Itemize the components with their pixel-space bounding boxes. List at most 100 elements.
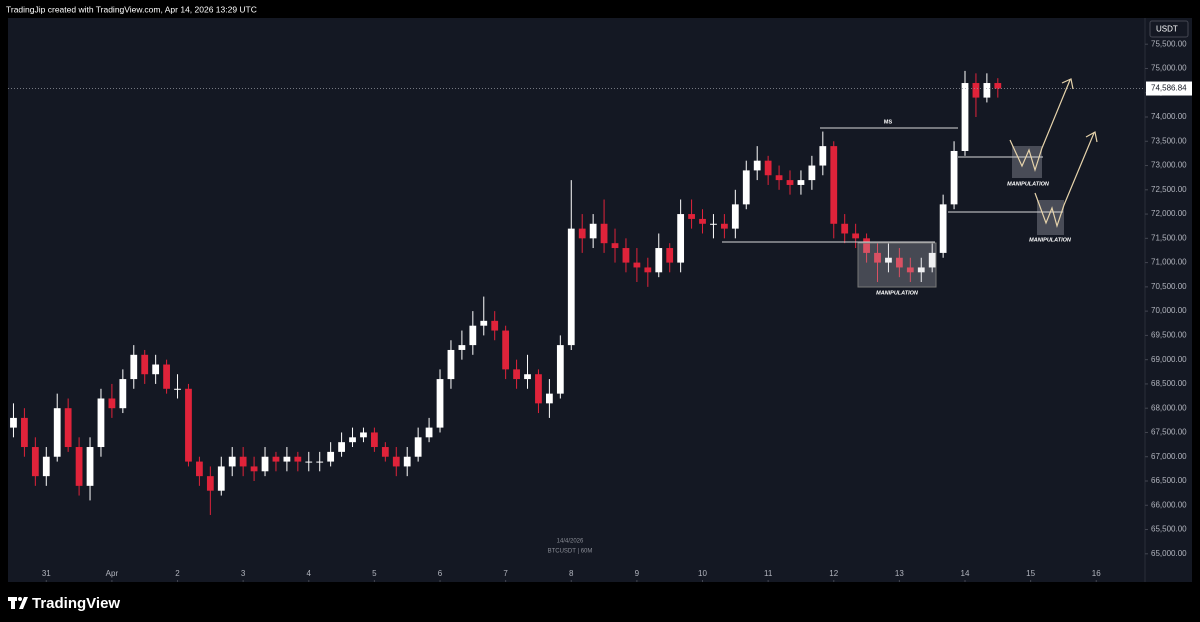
- candle-body: [86, 447, 94, 486]
- manipulation-label: MANIPULATION: [1007, 181, 1050, 187]
- candle-body: [491, 320, 499, 331]
- candle-body: [261, 456, 269, 472]
- candle-body: [228, 456, 236, 467]
- candle-body: [699, 218, 706, 224]
- candle-body: [797, 180, 805, 185]
- projection-arrow: [1009, 79, 1071, 173]
- currency-box: [1149, 20, 1189, 38]
- candle-body: [239, 456, 247, 467]
- chart-panel: [8, 18, 1192, 582]
- x-tick-label: Apr: [106, 569, 119, 578]
- y-tick-label: 68,000.00: [1151, 403, 1187, 412]
- candle-body: [349, 437, 356, 443]
- plot: [8, 70, 1145, 515]
- candle-body: [53, 408, 61, 457]
- candle-body: [950, 150, 958, 205]
- arrow-head: [1061, 78, 1074, 90]
- y-tick-label: 74,000.00: [1151, 112, 1187, 121]
- x-tick-label: 12: [829, 569, 838, 578]
- watermark-symbol: BTCUSDT | 60M: [548, 549, 593, 555]
- candle-body: [327, 451, 335, 462]
- brand-logo: TradingView: [8, 595, 120, 612]
- candle-body: [567, 228, 575, 346]
- candle-body: [677, 214, 685, 263]
- x-tick-label: 2: [175, 569, 180, 578]
- y-tick-label: 71,500.00: [1151, 233, 1187, 242]
- candle-body: [294, 456, 302, 462]
- candle-body: [206, 476, 214, 491]
- y-tick-label: 66,500.00: [1151, 476, 1187, 485]
- candle-body: [97, 398, 105, 448]
- candle-body: [196, 461, 203, 477]
- y-tick-label: 73,000.00: [1151, 161, 1187, 170]
- candle-body: [10, 417, 17, 428]
- candle-body: [622, 248, 630, 263]
- candle-body: [392, 456, 400, 467]
- last-price-box: [1146, 81, 1192, 96]
- x-tick-label: 16: [1092, 569, 1101, 578]
- x-tick-label: 31: [42, 569, 51, 578]
- candle-body: [863, 238, 870, 253]
- candle-body: [972, 83, 980, 98]
- candle-body: [578, 228, 586, 239]
- y-tick-label: 75,500.00: [1151, 39, 1187, 48]
- y-tick-label: 71,000.00: [1151, 258, 1187, 267]
- candle-body: [546, 393, 553, 404]
- candle-body: [775, 175, 783, 181]
- candle-body: [447, 349, 455, 380]
- candle-body: [895, 257, 903, 268]
- candle-body: [31, 447, 39, 477]
- y-tick-label: 66,000.00: [1151, 500, 1187, 509]
- y-tick-label: 75,000.00: [1151, 64, 1187, 73]
- candle-body: [666, 248, 674, 263]
- logo-shape: [18, 597, 22, 601]
- currency: USDT: [1156, 25, 1178, 34]
- candle-body: [874, 252, 881, 263]
- candle-body: [360, 432, 367, 438]
- candle-body: [75, 447, 83, 486]
- candle-body: [502, 330, 510, 370]
- brand: TradingView: [32, 595, 120, 612]
- candle-body: [371, 432, 378, 448]
- drawings: MS MANIPULATION MANIPULATION MANIPULATIO…: [722, 78, 1098, 296]
- candle-body: [119, 379, 127, 409]
- x-tick-label: 3: [241, 569, 246, 578]
- candle-body: [108, 398, 116, 409]
- header: TradingJip created with TradingView.com,…: [6, 4, 257, 14]
- x-tick-label: 8: [569, 569, 574, 578]
- x-tick-label: 10: [698, 569, 707, 578]
- candle-body: [305, 461, 313, 463]
- candle-body: [764, 160, 772, 176]
- candle-body: [152, 364, 160, 375]
- candle-body: [633, 262, 641, 268]
- y-tick-label: 70,500.00: [1151, 282, 1187, 291]
- x-tick-label: 4: [307, 569, 312, 578]
- candle-body: [611, 243, 619, 249]
- x-tick-label: 7: [503, 569, 508, 578]
- x-tick-label: 6: [438, 569, 443, 578]
- ms-label: MS: [884, 119, 893, 125]
- y-tick-label: 69,000.00: [1151, 355, 1187, 364]
- y-tick-label: 68,500.00: [1151, 379, 1187, 388]
- candle-body: [731, 204, 739, 229]
- y-tick-label: 65,000.00: [1151, 549, 1187, 558]
- candle-body: [600, 223, 608, 244]
- y-tick-label: 65,500.00: [1151, 525, 1187, 534]
- y-tick-label: 70,000.00: [1151, 306, 1187, 315]
- candle-body: [513, 369, 520, 380]
- candle-body: [338, 442, 345, 452]
- candle-body: [480, 320, 488, 326]
- candle-body: [742, 170, 750, 205]
- y-tick-label: 67,500.00: [1151, 428, 1187, 437]
- candle-body: [786, 180, 794, 185]
- candle-body: [185, 388, 192, 462]
- candle-body: [425, 427, 433, 438]
- candle-body: [381, 447, 389, 457]
- candle-body: [589, 223, 597, 239]
- candle-body: [841, 223, 849, 234]
- y-tick-label: 72,000.00: [1151, 209, 1187, 218]
- candle-body: [808, 165, 816, 181]
- candle-body: [130, 354, 138, 380]
- candle-body: [710, 223, 717, 225]
